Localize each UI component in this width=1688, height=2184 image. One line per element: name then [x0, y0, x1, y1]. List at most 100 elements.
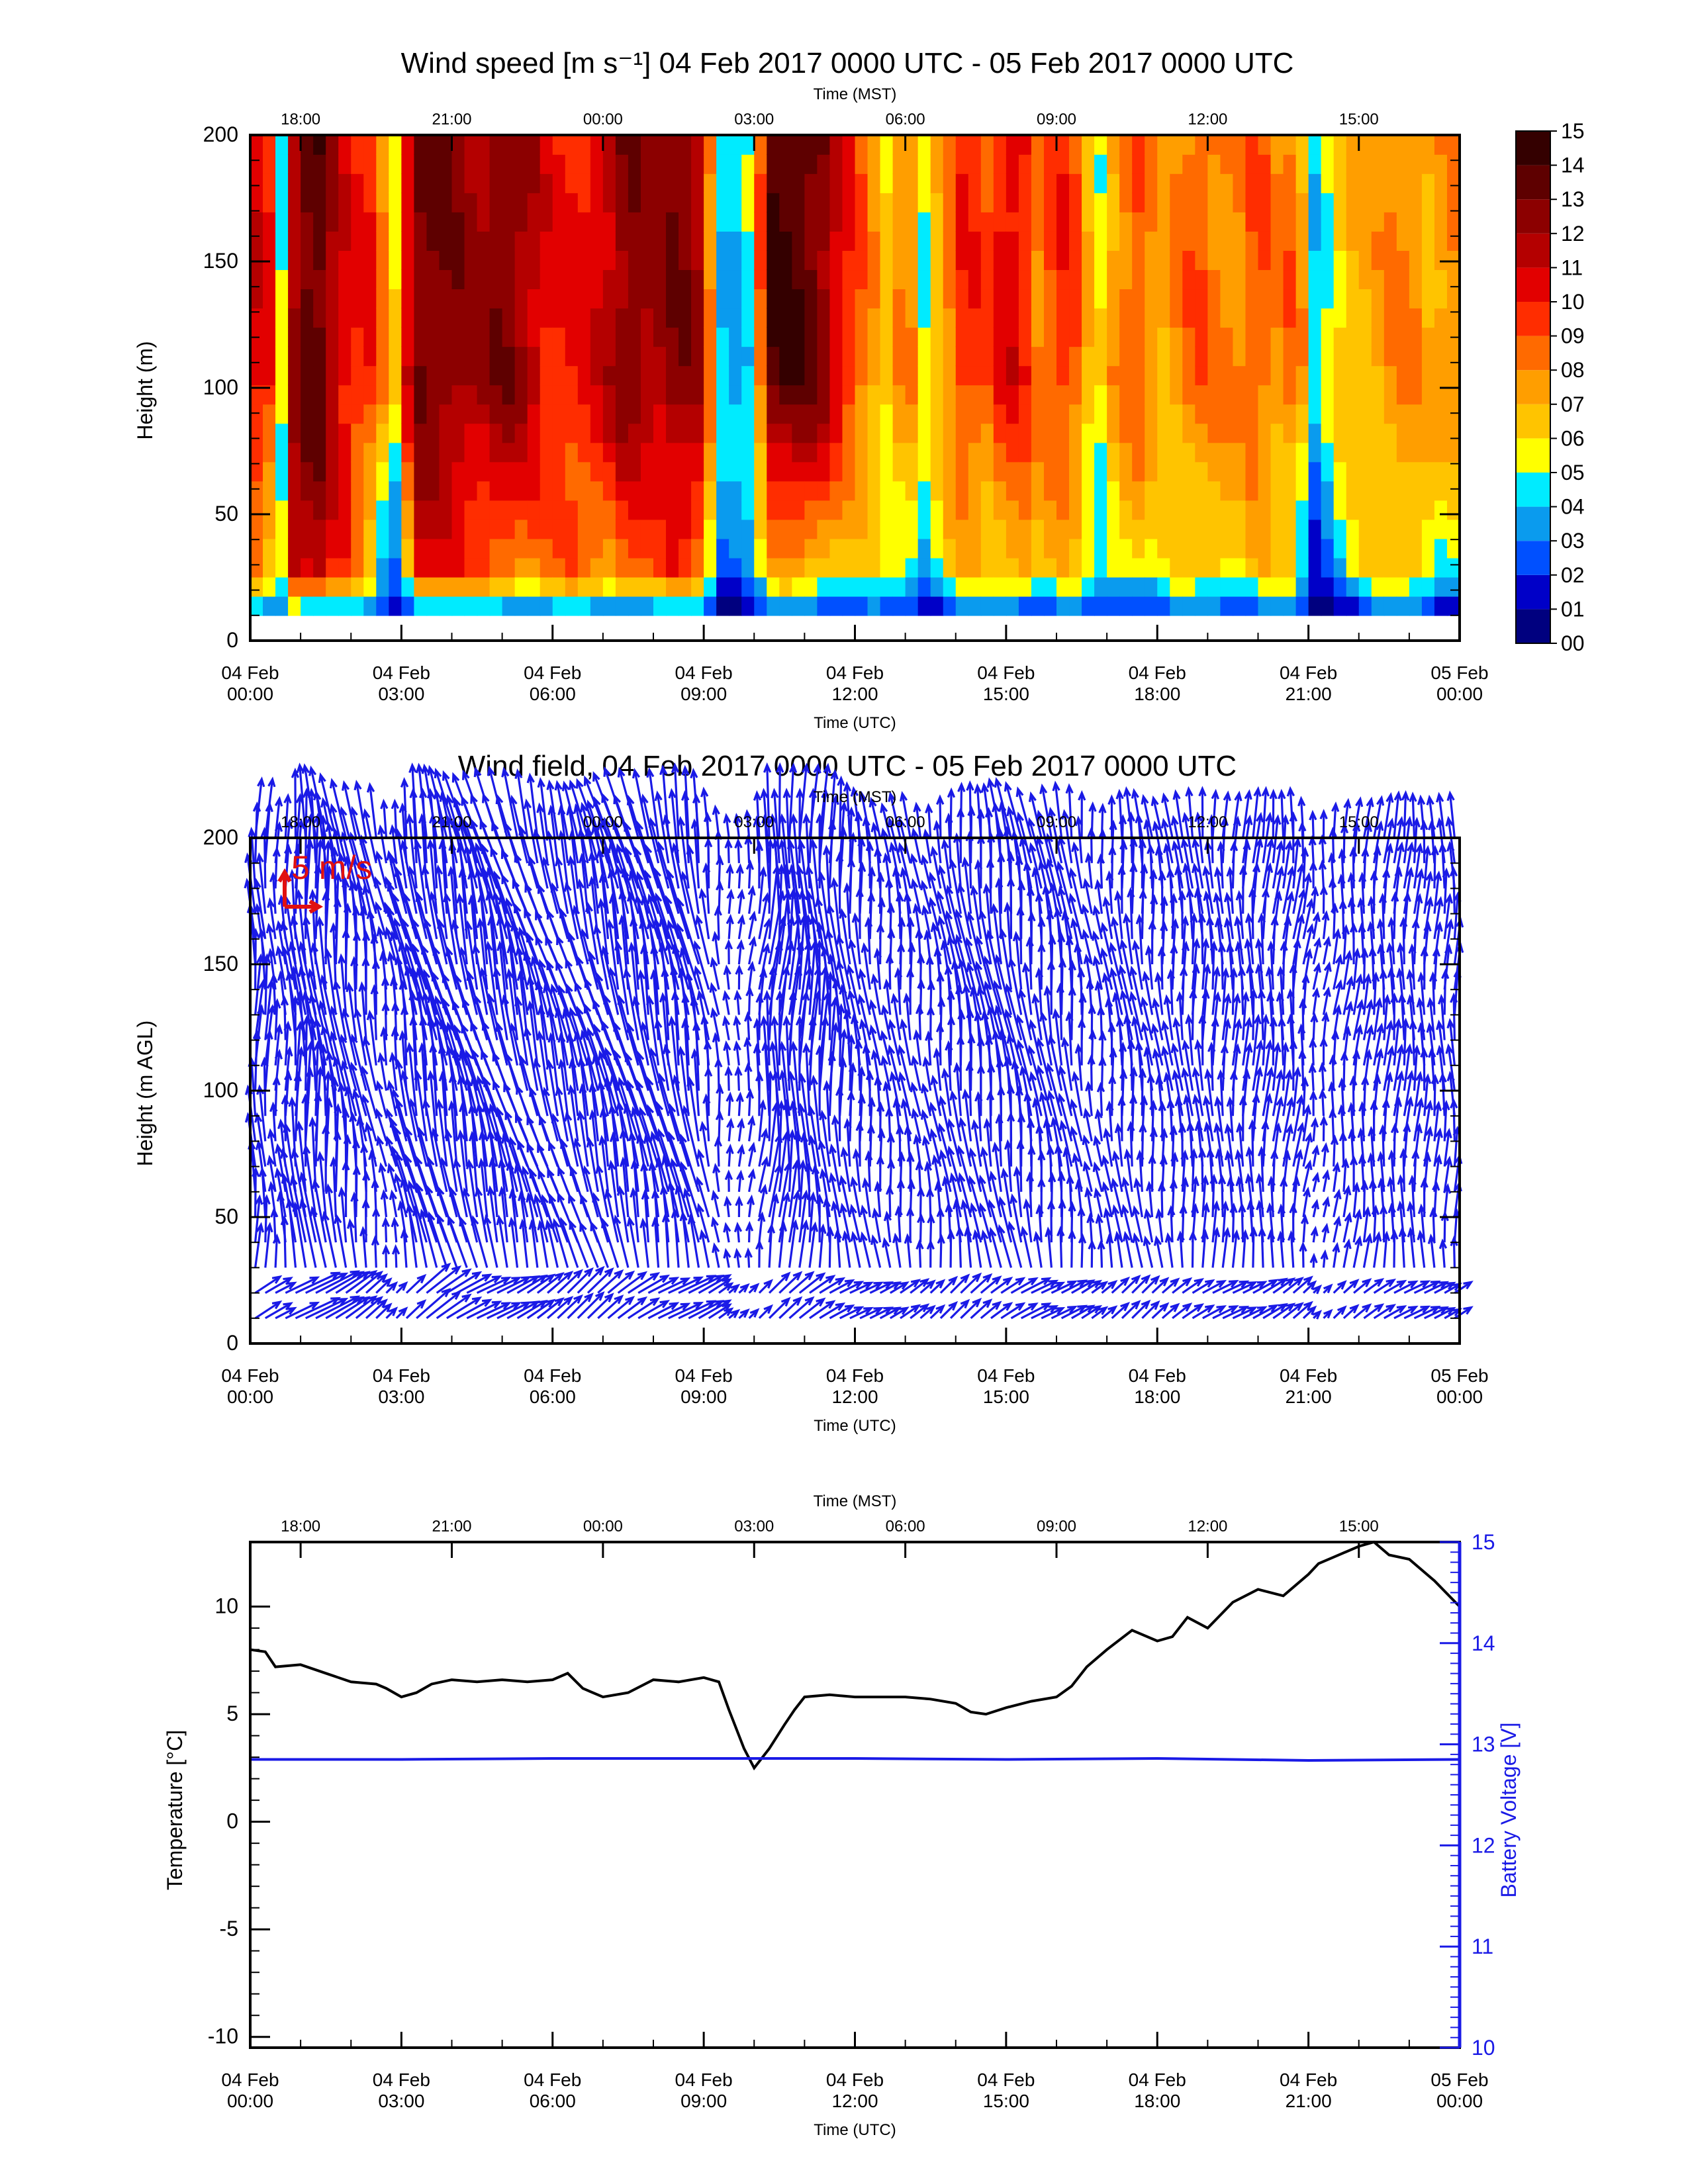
wind-vector [346, 981, 357, 1040]
contour-cell [1069, 500, 1082, 520]
wind-vector [809, 1300, 836, 1320]
wind-vector [710, 1216, 720, 1243]
contour-cell [401, 423, 415, 443]
x-tick-label: 18:00 [1134, 684, 1180, 704]
wind-vector [733, 989, 742, 1015]
contour-cell [930, 269, 944, 290]
contour-cell [779, 231, 793, 251]
contour-cell [301, 269, 314, 290]
contour-cell [615, 365, 629, 386]
contour-cell [439, 289, 453, 309]
contour-cell [1295, 576, 1309, 597]
wind-vector [723, 813, 731, 839]
contour-cell [792, 250, 806, 271]
contour-cell [1018, 269, 1032, 290]
contour-cell [1434, 327, 1448, 347]
contour-cell [1056, 576, 1070, 597]
contour-cell [565, 519, 579, 539]
wind-vector [1236, 1122, 1244, 1167]
wind-vector [529, 1167, 549, 1218]
contour-cell [754, 135, 768, 155]
wind-vector [637, 1274, 671, 1294]
contour-cell [1119, 576, 1133, 597]
contour-cell [1245, 250, 1259, 271]
contour-cell [1182, 365, 1196, 386]
wind-vector [1310, 1012, 1319, 1040]
wind-vector [350, 856, 367, 914]
contour-cell [464, 385, 478, 405]
wind-vector [1332, 1242, 1340, 1268]
contour-cell [351, 365, 365, 386]
contour-cell [376, 346, 390, 367]
wind-vector [921, 904, 932, 940]
contour-cell [1358, 269, 1372, 290]
wind-vector [303, 1144, 317, 1218]
contour-cell [1094, 269, 1107, 290]
contour-cell [275, 308, 289, 328]
contour-cell [804, 212, 818, 232]
contour-cell [993, 576, 1007, 597]
contour-cell [943, 500, 957, 520]
wind-vector [1322, 986, 1331, 1015]
contour-cell [1132, 480, 1146, 501]
wind-vector [626, 1216, 639, 1268]
contour-cell [1396, 576, 1410, 597]
contour-cell [389, 193, 402, 212]
wind-vector [426, 1265, 462, 1294]
contour-cell [363, 404, 377, 424]
contour-cell [628, 154, 641, 174]
contour-cell [867, 519, 881, 539]
contour-cell [389, 538, 402, 559]
contour-cell [502, 365, 516, 386]
contour-cell [1358, 519, 1372, 539]
contour-cell [817, 385, 831, 405]
contour-cell [464, 365, 478, 386]
wind-vector [577, 1110, 589, 1167]
contour-cell [1220, 327, 1234, 347]
contour-cell [326, 519, 340, 539]
contour-cell [1145, 519, 1158, 539]
contour-cell [1258, 135, 1272, 155]
x-tick-label: 00:00 [1436, 684, 1483, 704]
wind-vector [798, 762, 810, 839]
wind-vector [815, 896, 831, 965]
contour-cell [376, 135, 390, 155]
contour-cell [376, 269, 390, 290]
contour-cell [666, 289, 679, 309]
contour-cell [640, 308, 654, 328]
wind-vector [850, 1230, 861, 1268]
contour-cell [1107, 154, 1120, 174]
wind-vector [1131, 1274, 1151, 1294]
wind-vector [314, 838, 324, 914]
contour-cell [754, 250, 768, 271]
wind-vector [560, 1138, 579, 1193]
contour-cell [376, 308, 390, 328]
contour-cell [1333, 423, 1347, 443]
wind-vector [790, 1040, 801, 1116]
contour-cell [917, 461, 931, 482]
wind-vector [1242, 1017, 1252, 1066]
contour-cell [338, 480, 352, 501]
contour-cell [792, 423, 806, 443]
contour-cell [565, 365, 579, 386]
contour-cell [1145, 596, 1158, 616]
wind-vector [970, 1273, 993, 1294]
contour-cell [855, 212, 868, 232]
contour-cell [590, 346, 604, 367]
contour-cell [301, 404, 314, 424]
contour-cell [1233, 308, 1246, 328]
wind-vector [1292, 888, 1307, 940]
contour-cell [1145, 231, 1158, 251]
contour-cell [741, 538, 755, 559]
colorbar-label: 15 [1561, 119, 1585, 143]
contour-cell [1018, 193, 1032, 212]
wind-vector [1164, 1232, 1174, 1268]
contour-cell [1006, 538, 1019, 559]
contour-cell [829, 538, 843, 559]
contour-cell [363, 442, 377, 463]
wind-vector [316, 915, 327, 990]
contour-cell [892, 500, 906, 520]
contour-cell [401, 154, 415, 174]
contour-cell [338, 250, 352, 271]
wind-vector [724, 838, 733, 864]
